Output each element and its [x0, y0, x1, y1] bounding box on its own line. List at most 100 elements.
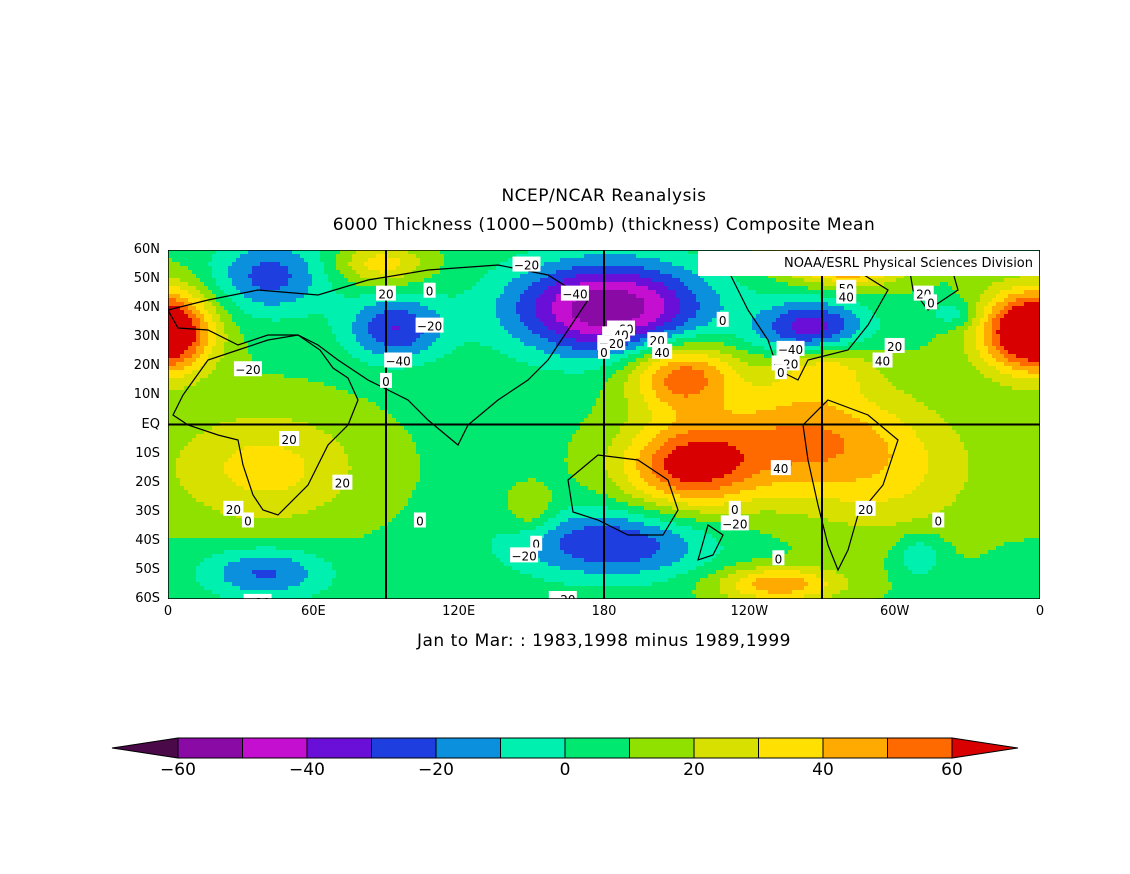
field-cell — [284, 302, 289, 307]
field-cell — [208, 258, 213, 263]
field-cell — [300, 262, 305, 267]
field-cell — [888, 310, 893, 315]
field-cell — [728, 302, 733, 307]
field-cell — [712, 310, 717, 315]
field-cell — [700, 290, 705, 295]
field-cell — [776, 306, 781, 311]
field-cell — [1004, 298, 1009, 303]
field-cell — [440, 294, 445, 299]
field-cell — [468, 286, 473, 291]
field-cell — [1020, 278, 1025, 283]
field-cell — [260, 258, 265, 263]
field-cell — [484, 270, 489, 275]
field-cell — [352, 306, 357, 311]
field-cell — [688, 286, 693, 291]
field-cell — [852, 306, 857, 311]
field-cell — [632, 274, 637, 279]
field-cell — [848, 314, 853, 319]
field-cell — [240, 274, 245, 279]
field-cell — [852, 330, 857, 335]
field-cell — [388, 306, 393, 311]
field-cell — [624, 294, 629, 299]
field-cell — [488, 314, 493, 319]
field-cell — [444, 330, 449, 335]
field-cell — [852, 322, 857, 327]
field-cell — [492, 326, 497, 331]
field-cell — [1024, 330, 1029, 335]
field-cell — [316, 282, 321, 287]
field-cell — [332, 274, 337, 279]
field-cell — [340, 294, 345, 299]
field-cell — [280, 254, 285, 259]
field-cell — [780, 334, 785, 339]
field-cell — [192, 330, 197, 335]
field-cell — [276, 322, 281, 327]
field-cell — [580, 266, 585, 271]
field-cell — [1000, 334, 1005, 339]
field-cell — [236, 274, 241, 279]
field-cell — [508, 330, 513, 335]
field-cell — [644, 258, 649, 263]
field-cell — [748, 302, 753, 307]
field-cell — [500, 334, 505, 339]
field-cell — [500, 314, 505, 319]
field-cell — [208, 270, 213, 275]
field-cell — [196, 262, 201, 267]
field-cell — [228, 254, 233, 259]
field-cell — [232, 334, 237, 339]
field-cell — [688, 290, 693, 295]
field-cell — [808, 326, 813, 331]
field-cell — [172, 338, 177, 343]
field-cell — [520, 338, 525, 343]
field-cell — [392, 310, 397, 315]
field-cell — [192, 274, 197, 279]
field-cell — [1020, 298, 1025, 303]
field-cell — [848, 310, 853, 315]
field-cell — [316, 326, 321, 331]
field-cell — [228, 270, 233, 275]
field-cell — [672, 310, 677, 315]
field-cell — [176, 266, 181, 271]
field-cell — [576, 330, 581, 335]
field-cell — [188, 254, 193, 259]
field-cell — [280, 282, 285, 287]
field-cell — [1016, 282, 1021, 287]
field-cell — [340, 318, 345, 323]
field-cell — [456, 254, 461, 259]
field-cell — [772, 322, 777, 327]
field-cell — [404, 302, 409, 307]
field-cell — [668, 278, 673, 283]
field-cell — [464, 290, 469, 295]
field-cell — [660, 282, 665, 287]
field-cell — [252, 266, 257, 271]
field-cell — [388, 330, 393, 335]
field-cell — [956, 322, 961, 327]
field-cell — [316, 330, 321, 335]
field-cell — [212, 266, 217, 271]
field-cell — [276, 262, 281, 267]
field-cell — [844, 310, 849, 315]
field-cell — [588, 258, 593, 263]
field-cell — [968, 334, 973, 339]
field-cell — [628, 282, 633, 287]
field-cell — [968, 282, 973, 287]
field-cell — [244, 282, 249, 287]
field-cell — [392, 278, 397, 283]
field-cell — [328, 262, 333, 267]
field-cell — [760, 322, 765, 327]
field-cell — [372, 258, 377, 263]
field-cell — [676, 278, 681, 283]
field-cell — [504, 290, 509, 295]
field-cell — [220, 322, 225, 327]
field-cell — [560, 270, 565, 275]
field-cell — [248, 326, 253, 331]
field-cell — [784, 322, 789, 327]
field-cell — [508, 286, 513, 291]
field-cell — [520, 310, 525, 315]
field-cell — [704, 278, 709, 283]
field-cell — [944, 286, 949, 291]
field-cell — [356, 298, 361, 303]
field-cell — [232, 274, 237, 279]
field-cell — [192, 262, 197, 267]
field-cell — [876, 290, 881, 295]
